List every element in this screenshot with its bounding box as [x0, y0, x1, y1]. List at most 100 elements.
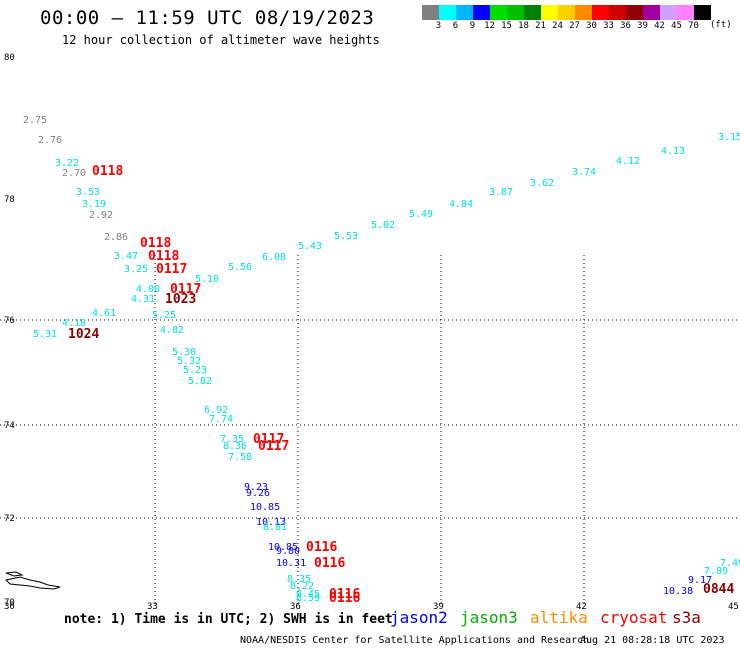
wave-height-observations: 2.75 2.76 3.222.70 3.533.192.92 2.86 3.47 3.25…	[23, 115, 740, 604]
legend-bin-label: 21	[535, 21, 546, 31]
wave-height-label: 5.23	[183, 365, 207, 376]
pass-time-label: 0116	[329, 587, 360, 602]
wave-height-label: 8.35	[287, 574, 311, 585]
wave-height-label: 4.13	[661, 146, 685, 157]
pass-time-label: 0117	[156, 262, 187, 277]
wave-height-label: 4.31	[131, 294, 155, 305]
legend-swatch	[507, 5, 524, 20]
wave-height-label: 10.13	[256, 517, 286, 528]
wave-height-label: 4.18	[62, 318, 86, 329]
wave-height-label: 5.82	[188, 376, 212, 387]
coastline	[4, 571, 61, 590]
wave-height-label: 5.56	[228, 262, 252, 273]
footnote: note: 1) Time is in UTC; 2) SWH is in fe…	[64, 612, 393, 627]
wave-height-label: 2.75	[23, 115, 47, 126]
legend-swatch	[575, 5, 592, 20]
wave-height-color-legend	[422, 5, 711, 20]
latitude-tick-label: 80	[4, 53, 15, 63]
pass-time-label: 0117	[258, 439, 289, 454]
wave-height-label: 5.31	[33, 329, 57, 340]
pass-time-label: 0116	[306, 540, 337, 555]
pass-time-label: 0116	[314, 556, 345, 571]
wave-height-label: 8.81	[263, 522, 287, 533]
wave-height-label: 7.74	[209, 414, 233, 425]
wave-height-label: 10.85	[250, 502, 280, 513]
legend-bin-label: 9	[469, 21, 476, 31]
wave-height-label: 9.26	[246, 488, 270, 499]
wave-height-label: 6.08	[262, 252, 286, 263]
legend-swatch	[422, 5, 439, 20]
wave-height-label: 3.19	[82, 199, 106, 210]
legend-swatch	[626, 5, 643, 20]
wave-height-label: 5.43	[298, 241, 322, 252]
pass-time-labels: 0118011801180117011710231024011701170116…	[68, 164, 734, 606]
wave-height-label: 4.82	[160, 325, 184, 336]
legend-bin-label: 27	[569, 21, 580, 31]
longitude-tick-label: 39	[433, 602, 444, 612]
legend-swatch	[643, 5, 660, 20]
wave-height-label: 3.74	[572, 167, 596, 178]
legend-swatch	[524, 5, 541, 20]
pass-time-label: 0118	[140, 236, 171, 251]
wave-height-label: 4.00	[136, 284, 160, 295]
wave-height-label: 10.31	[276, 558, 306, 569]
wave-height-label: 3.62	[530, 178, 554, 189]
generated-timestamp: Aug 21 08:28:18 UTC 2023	[580, 635, 725, 646]
satellite-legend-item: s3a	[672, 608, 701, 627]
wave-height-label: 2.70	[62, 168, 86, 179]
legend-bin-label: 45	[671, 21, 682, 31]
legend-bin-label: 30	[586, 21, 597, 31]
credit-line: NOAA/NESDIS Center for Satellite Applica…	[240, 635, 590, 646]
longitude-tick-label: 42	[576, 602, 587, 612]
wave-height-label: 7.49	[720, 558, 740, 569]
latitude-tick-label: 78	[4, 195, 15, 205]
legend-swatch	[541, 5, 558, 20]
legend-bin-label: 24	[552, 21, 563, 31]
wave-height-label: 8.45	[296, 589, 320, 600]
page-subtitle: 12 hour collection of altimeter wave hei…	[62, 33, 380, 47]
wave-height-label: 4.61	[92, 308, 116, 319]
wave-height-label: 8.22	[290, 581, 314, 592]
lat-lon-grid	[0, 255, 740, 605]
legend-swatch	[558, 5, 575, 20]
latitude-tick-label: 70	[4, 598, 15, 608]
legend-bin-label: 42	[654, 21, 665, 31]
wave-height-label: 9.23	[244, 482, 268, 493]
wave-height-label: 10.38	[663, 586, 693, 597]
wave-height-label: 3.15	[718, 132, 740, 143]
wave-height-label: 7.89	[704, 566, 728, 577]
longitude-tick-label: 33	[147, 602, 158, 612]
legend-swatch	[473, 5, 490, 20]
longitude-tick-label: 45	[728, 602, 739, 612]
legend-bin-label: 12	[484, 21, 495, 31]
legend-bin-label: 6	[452, 21, 459, 31]
longitude-tick-label: 36	[290, 602, 301, 612]
legend-unit-label: (ft)	[710, 20, 732, 30]
wave-height-label: 3.87	[489, 187, 513, 198]
wave-height-label: 8.36	[223, 441, 247, 452]
legend-bin-label: 39	[637, 21, 648, 31]
pass-time-label: 1024	[68, 327, 99, 342]
pass-time-label: 0117	[253, 432, 284, 447]
satellite-legend-item: jason3	[460, 608, 518, 627]
legend-swatch	[694, 5, 711, 20]
wave-height-label: 5.25	[152, 310, 176, 321]
legend-bin-label: 36	[620, 21, 631, 31]
wave-height-label: 5.30	[172, 347, 196, 358]
wave-height-label: 3.47	[114, 251, 138, 262]
latitude-tick-label: 74	[4, 421, 15, 431]
latitude-tick-label: 72	[4, 514, 15, 524]
wave-height-label: 5.02	[371, 220, 395, 231]
wave-height-label: 10.85	[268, 542, 298, 553]
wave-height-label: 5.53	[334, 231, 358, 242]
wave-height-label: 3.22	[55, 158, 79, 169]
legend-swatch	[456, 5, 473, 20]
legend-swatch	[660, 5, 677, 20]
wave-height-label: 4.12	[616, 156, 640, 167]
legend-swatch	[677, 5, 694, 20]
pass-time-label: 0118	[92, 164, 123, 179]
wave-height-label: 4.84	[449, 199, 473, 210]
longitude-tick-label: 30	[4, 602, 15, 612]
